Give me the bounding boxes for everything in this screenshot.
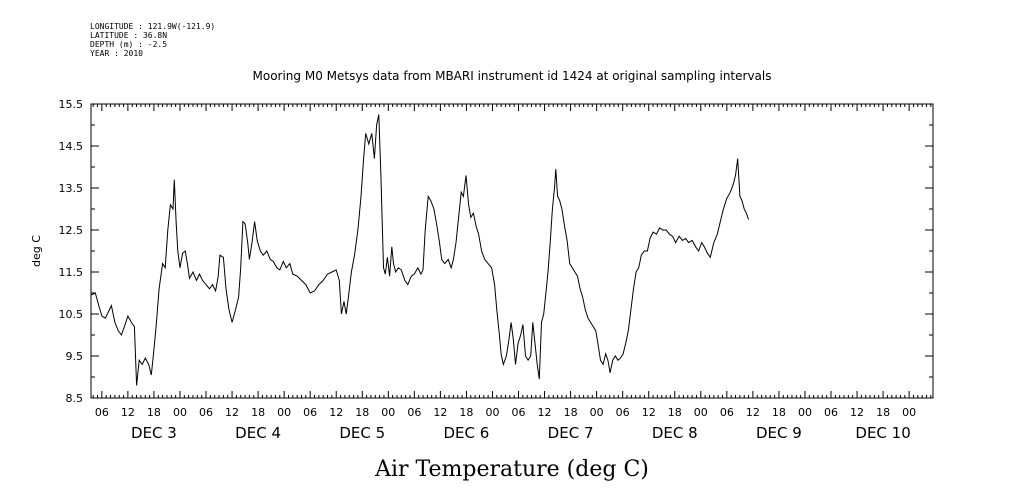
series-line [90,114,749,386]
x-hour-label: 00 [277,406,291,419]
x-day-label: DEC 4 [235,424,281,442]
x-hour-label: 18 [564,406,578,419]
metadata-block: LONGITUDE : 121.9W(-121.9) LATITUDE : 36… [90,22,215,58]
series-layer [90,114,749,386]
y-tick-label: 14.5 [59,140,84,153]
x-hour-label: 18 [772,406,786,419]
x-hour-label: 12 [538,406,552,419]
x-hour-label: 12 [850,406,864,419]
x-hour-label: 00 [798,406,812,419]
x-hour-label: 12 [225,406,239,419]
x-hour-label: 06 [512,406,526,419]
x-day-label: DEC 10 [855,424,910,442]
x-hour-label: 00 [173,406,187,419]
x-hour-label: 00 [694,406,708,419]
x-hour-label: 18 [876,406,890,419]
y-tick-label: 12.5 [59,224,84,237]
x-hour-label: 06 [824,406,838,419]
latitude-text: LATITUDE : 36.8N [90,31,168,40]
x-hour-label: 18 [251,406,265,419]
x-hour-label: 06 [720,406,734,419]
y-tick-label: 8.5 [66,392,84,405]
chart-title: Mooring M0 Metsys data from MBARI instru… [253,69,772,83]
x-day-label: DEC 9 [756,424,802,442]
x-hour-label: 18 [355,406,369,419]
x-day-label: DEC 5 [339,424,385,442]
y-axis-title: deg C [30,235,43,267]
x-hour-label: 18 [459,406,473,419]
x-hour-label: 12 [642,406,656,419]
x-day-label: DEC 6 [444,424,490,442]
x-hour-label: 18 [668,406,682,419]
y-tick-label: 15.5 [59,98,84,111]
year-text: YEAR : 2010 [90,49,143,58]
longitude-text: LONGITUDE : 121.9W(-121.9) [90,22,216,31]
depth-text: DEPTH (m) : -2.5 [90,40,168,49]
x-hour-label: 06 [616,406,630,419]
plot-frame [90,103,934,399]
x-day-label: DEC 3 [131,424,177,442]
y-axis: 8.5 9.5 10.5 11.5 12.5 13.5 14.5 15.5 [59,98,933,405]
y-tick-label: 11.5 [59,266,84,279]
x-hour-label: 12 [433,406,447,419]
x-day-label: DEC 8 [652,424,698,442]
x-axis-title: Air Temperature (deg C) [374,457,649,482]
y-tick-label: 13.5 [59,182,84,195]
x-hour-label: 00 [485,406,499,419]
y-tick-label: 9.5 [66,350,84,363]
x-hour-label: 12 [329,406,343,419]
x-hour-label: 06 [95,406,109,419]
x-hour-label: 12 [746,406,760,419]
x-hour-label: 00 [590,406,604,419]
x-day-label: DEC 7 [548,424,594,442]
x-hour-label: 00 [902,406,916,419]
x-hour-label: 06 [199,406,213,419]
y-tick-label: 10.5 [59,308,84,321]
x-hour-label: 06 [303,406,317,419]
x-hour-label: 12 [121,406,135,419]
x-axis: 06 12 18 00 06 12 18 00 06 12 18 00 06 12 18 00 06 12 18 00… [92,104,932,442]
x-hour-label: 00 [381,406,395,419]
x-hour-label: 06 [407,406,421,419]
x-hour-label: 18 [147,406,161,419]
